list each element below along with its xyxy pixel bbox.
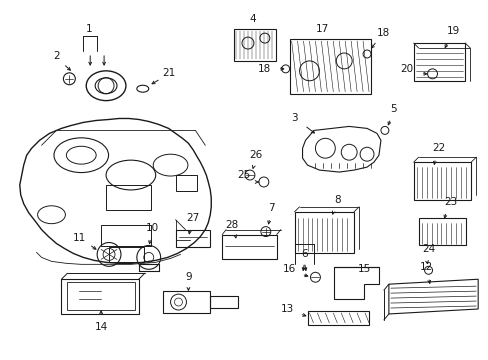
Bar	[210, 296, 238, 308]
Text: 27: 27	[185, 213, 199, 223]
Bar	[163, 291, 210, 313]
Text: 23: 23	[443, 197, 456, 207]
Bar	[175, 175, 197, 191]
Text: 12: 12	[419, 262, 432, 272]
Text: 28: 28	[225, 220, 238, 230]
Text: 7: 7	[268, 203, 275, 213]
Bar	[294, 212, 353, 253]
Bar	[109, 247, 143, 262]
Text: 11: 11	[73, 233, 86, 243]
Bar	[413, 162, 470, 200]
Text: 22: 22	[431, 143, 444, 153]
Text: 18: 18	[377, 28, 390, 38]
Text: 21: 21	[162, 68, 175, 78]
Text: 25: 25	[237, 170, 250, 180]
Bar	[175, 230, 210, 247]
Bar	[418, 218, 466, 246]
Text: 6: 6	[301, 249, 307, 260]
Bar	[234, 29, 275, 61]
Text: 14: 14	[94, 322, 107, 332]
Text: 16: 16	[283, 264, 296, 274]
Text: 19: 19	[446, 26, 459, 36]
Text: 10: 10	[146, 222, 159, 233]
Bar	[61, 279, 139, 314]
Bar	[222, 235, 276, 260]
Text: 8: 8	[333, 195, 340, 205]
Text: 9: 9	[185, 272, 191, 282]
Text: 15: 15	[357, 264, 370, 274]
Text: 24: 24	[421, 244, 434, 255]
Bar	[106, 185, 150, 210]
Text: 4: 4	[249, 14, 256, 24]
Bar	[67, 282, 135, 310]
Text: 20: 20	[399, 64, 412, 74]
Text: 26: 26	[249, 150, 262, 160]
Text: 2: 2	[53, 51, 60, 61]
Text: 1: 1	[86, 24, 92, 34]
Bar	[413, 43, 464, 81]
Text: 5: 5	[390, 104, 396, 113]
Text: 13: 13	[281, 304, 294, 314]
Text: 18: 18	[258, 64, 271, 74]
Text: 3: 3	[291, 113, 297, 123]
Text: 17: 17	[315, 24, 328, 34]
Bar	[307, 311, 368, 325]
Bar	[101, 225, 150, 247]
Bar	[289, 39, 370, 94]
